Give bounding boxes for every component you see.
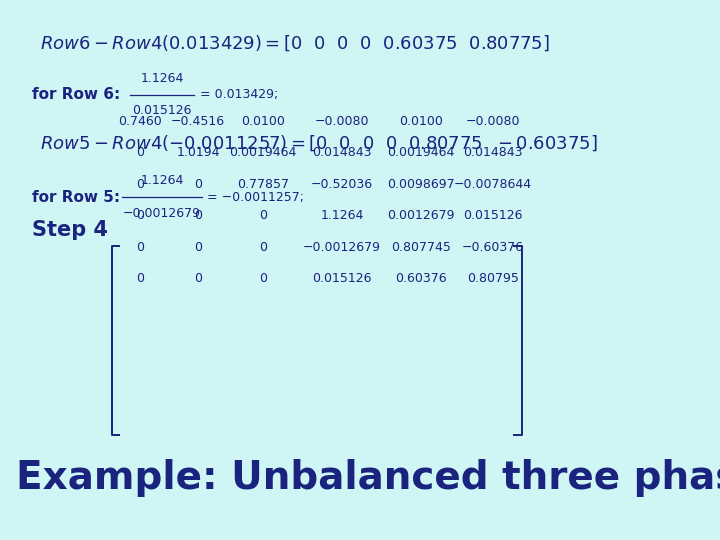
Text: 0.7460: 0.7460 (119, 114, 162, 127)
Text: 0: 0 (136, 209, 145, 222)
Text: −0.0012679: −0.0012679 (123, 207, 201, 220)
Text: −0.52036: −0.52036 (311, 178, 373, 191)
Text: 0: 0 (194, 272, 202, 285)
Text: = 0.013429;: = 0.013429; (200, 88, 279, 101)
Text: for Row 5:: for Row 5: (32, 190, 120, 205)
Text: 0: 0 (136, 146, 145, 159)
Text: 0: 0 (136, 178, 145, 191)
Text: 0: 0 (258, 272, 267, 285)
Text: 1.1264: 1.1264 (140, 72, 184, 85)
Text: 0.014843: 0.014843 (312, 146, 372, 159)
Text: 0: 0 (194, 240, 202, 254)
Text: 1.1264: 1.1264 (140, 174, 184, 187)
Text: 0.0019464: 0.0019464 (229, 146, 297, 159)
Text: for Row 6:: for Row 6: (32, 87, 121, 102)
Text: 0.0098697: 0.0098697 (387, 178, 455, 191)
Text: 0.0100: 0.0100 (400, 114, 443, 127)
Text: −0.0012679: −0.0012679 (303, 240, 381, 254)
Text: 0: 0 (194, 209, 202, 222)
Text: 1.0194: 1.0194 (176, 146, 220, 159)
Text: Example: Unbalanced three phase load: Example: Unbalanced three phase load (16, 459, 720, 497)
Text: 0.015126: 0.015126 (464, 209, 523, 222)
Text: 0.0019464: 0.0019464 (387, 146, 455, 159)
Text: 0.0100: 0.0100 (241, 114, 284, 127)
Text: 0: 0 (136, 272, 145, 285)
Text: Step 4: Step 4 (32, 219, 109, 240)
Text: 0: 0 (258, 209, 267, 222)
Text: 0: 0 (258, 240, 267, 254)
Text: 0.807745: 0.807745 (391, 240, 451, 254)
Text: 0: 0 (194, 178, 202, 191)
Text: 0: 0 (136, 240, 145, 254)
Text: −0.0080: −0.0080 (315, 114, 369, 127)
Text: 0.77857: 0.77857 (237, 178, 289, 191)
Text: 1.1264: 1.1264 (320, 209, 364, 222)
Text: −0.60376: −0.60376 (462, 240, 524, 254)
Text: = −0.0011257;: = −0.0011257; (207, 191, 305, 204)
Text: 0.0012679: 0.0012679 (387, 209, 455, 222)
Text: 0.80795: 0.80795 (467, 272, 519, 285)
Text: $Row6-Row4(0.013429)=\left[0\ \ 0\ \ 0\ \ 0\ \ 0.60375\ \ 0.80775\right]$: $Row6-Row4(0.013429)=\left[0\ \ 0\ \ 0\ … (40, 33, 549, 53)
Text: 0.60376: 0.60376 (395, 272, 447, 285)
Text: −0.4516: −0.4516 (171, 114, 225, 127)
Text: 0.015126: 0.015126 (312, 272, 372, 285)
Text: $Row5-Row4(-0.0011257)=\left[0\ \ 0\ \ 0\ \ 0\ \ 0.80775\ \ -0.60375\right]$: $Row5-Row4(-0.0011257)=\left[0\ \ 0\ \ 0… (40, 133, 598, 153)
Text: −0.0078644: −0.0078644 (454, 178, 532, 191)
Text: 0.015126: 0.015126 (132, 104, 192, 117)
Text: −0.0080: −0.0080 (466, 114, 521, 127)
Text: 0.014843: 0.014843 (464, 146, 523, 159)
